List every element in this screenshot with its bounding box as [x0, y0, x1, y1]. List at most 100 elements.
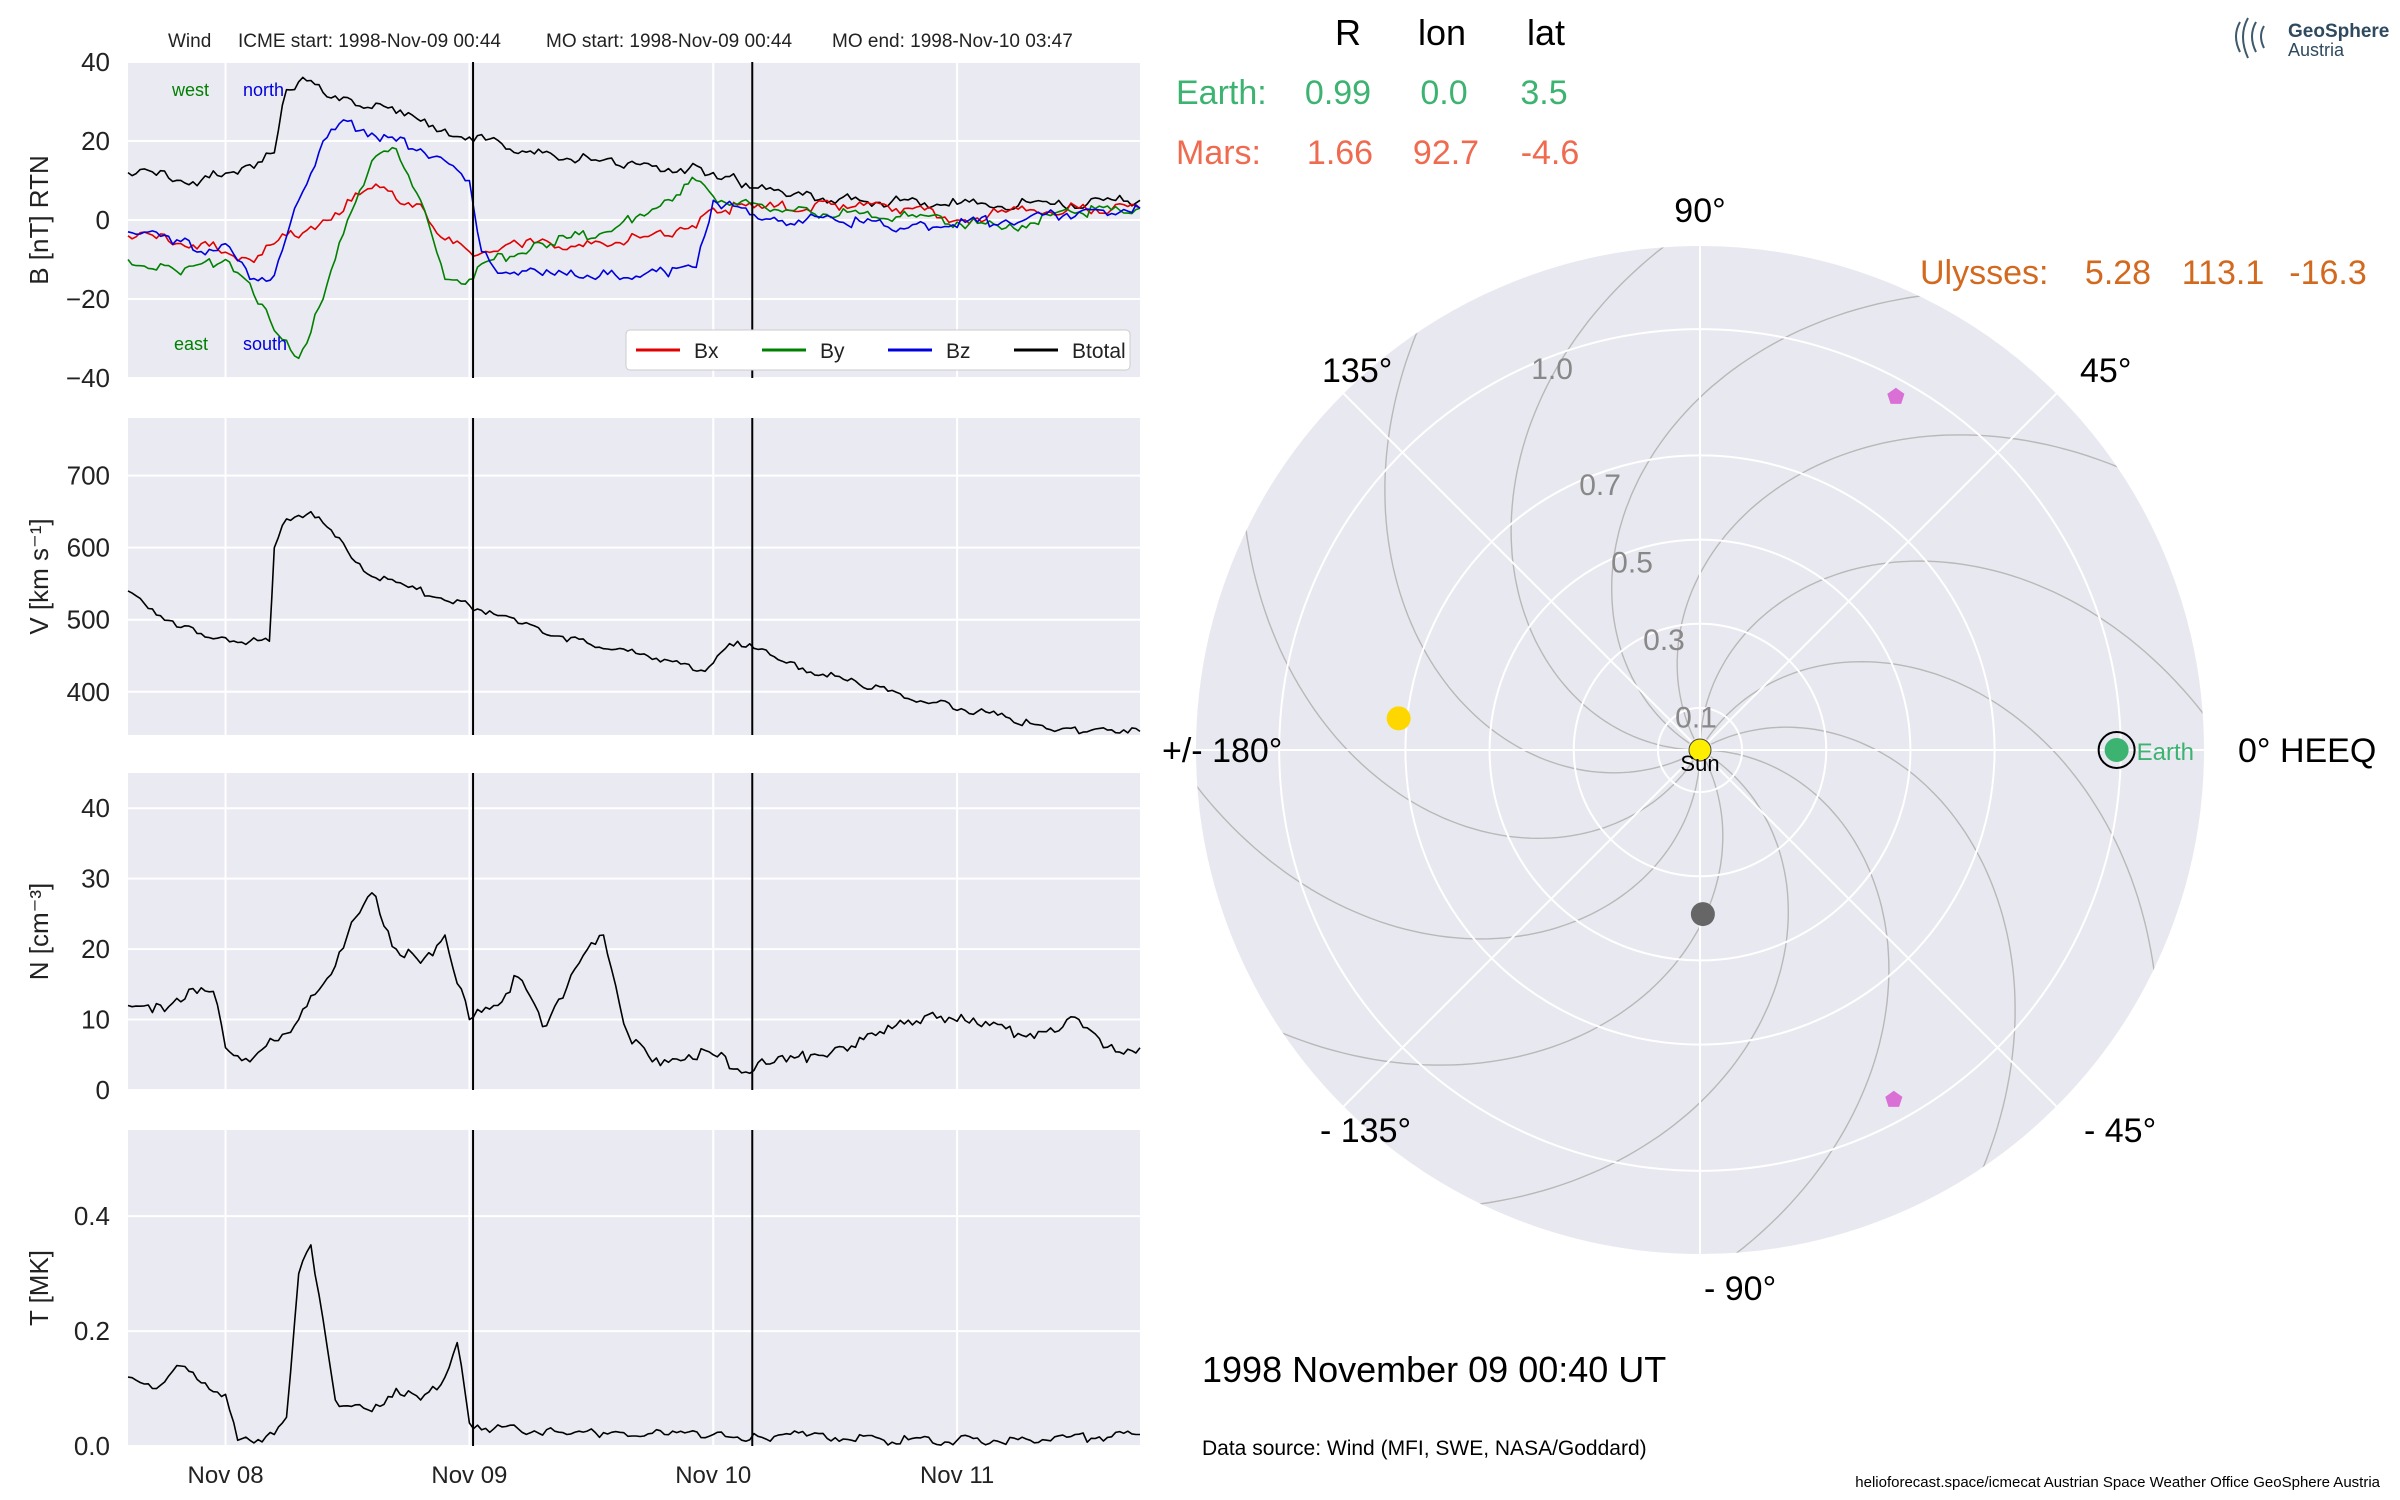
angle-label-am135: - 135°	[1320, 1112, 1411, 1150]
timestamp: 1998 November 09 00:40 UT	[1202, 1349, 1666, 1390]
col-header-lat: lat	[1527, 12, 1565, 53]
series-line-btotal	[127, 76, 1141, 211]
ulysses-row-label: Ulysses:	[1920, 254, 2048, 292]
y-tick-label: 0	[96, 1075, 110, 1105]
legend-label-by: By	[820, 340, 845, 363]
angle-label-a180: +/- 180°	[1162, 732, 1282, 770]
sun-label: Sun	[1680, 751, 1719, 776]
y-axis-label: T [MK]	[24, 1250, 54, 1326]
parker-spiral-line	[1699, 560, 2205, 738]
radial-tick-label: 0.5	[1611, 546, 1653, 579]
series-line-data	[127, 892, 1141, 1075]
panel-1: 40 20 0 −20 −40 B [nT] RTN Bx By Bz Btotal	[24, 47, 1141, 393]
earth-row-lon: 0.0	[1420, 74, 1467, 112]
earth-row-r: 0.99	[1305, 74, 1371, 112]
probe-marker-south	[1885, 1090, 1903, 1107]
series-line-by	[127, 146, 1141, 360]
y-tick-label: 600	[67, 533, 110, 563]
y-tick-label: 20	[81, 126, 110, 156]
mars-row-lon: 92.7	[1413, 134, 1479, 172]
mercury-marker	[1690, 902, 1715, 927]
mars-row-r: 1.66	[1307, 134, 1373, 172]
parker-spiral-line	[1510, 245, 1688, 751]
angle-label-a135: 135°	[1322, 352, 1392, 390]
x-tick-label: Nov 11	[920, 1462, 994, 1489]
y-axis-label: V [km s⁻¹]	[24, 518, 54, 634]
col-header-r: R	[1335, 12, 1361, 53]
data-source: Data source: Wind (MFI, SWE, NASA/Goddar…	[1202, 1437, 1647, 1460]
parker-spiral-line	[1706, 660, 2155, 972]
legend-label-bx: Bx	[694, 340, 719, 363]
parker-spiral-line	[1384, 331, 1690, 774]
ulysses-row-lat: -16.3	[2289, 254, 2367, 292]
radial-tick-label: 1.0	[1531, 353, 1573, 386]
parker-spiral-line	[1245, 528, 1694, 840]
series-line-data	[127, 1244, 1140, 1446]
y-tick-label: 20	[81, 934, 110, 964]
header-spacecraft: Wind	[168, 31, 211, 52]
panel-3: 40 30 20 10 0 N [cm⁻³]	[24, 773, 1141, 1105]
angle-label-a45: 45°	[2080, 352, 2131, 390]
radial-tick-label: 0.1	[1675, 701, 1717, 734]
y-tick-label: 0.4	[74, 1201, 110, 1231]
series-line-data	[127, 510, 1141, 735]
polar-ring-grid	[1572, 622, 1828, 878]
y-tick-label: −20	[66, 284, 110, 314]
angle-label-a90: 90°	[1674, 192, 1725, 230]
y-tick-label: 700	[67, 461, 110, 491]
legend: Bx By Bz Btotal	[625, 329, 1131, 371]
earth-label: Earth	[2137, 739, 2194, 766]
ulysses-row-r: 5.28	[2085, 254, 2151, 292]
timeseries-panels: 40 20 0 −20 −40 B [nT] RTN Bx By Bz Btotal 700 600 5…	[24, 47, 1141, 1489]
parker-spiral-line	[1676, 434, 2119, 740]
position-table: R lon lat Earth: 0.99 0.0 3.5 Mars: 1.66…	[1176, 12, 2367, 292]
ulysses-row-lon: 113.1	[2182, 254, 2265, 292]
y-tick-label: 500	[67, 605, 110, 635]
y-tick-label: 30	[81, 864, 110, 894]
panel-2: 700 600 500 400 V [km s⁻¹]	[24, 418, 1141, 735]
panel-4: 0.4 0.2 0.0 T [MK] Nov 08 Nov 09 Nov 10 Nov 11	[24, 1130, 1140, 1489]
parker-spiral-line	[1478, 756, 1790, 1205]
logo-swirl-icon	[2235, 17, 2265, 59]
legend-label-bz: Bz	[946, 340, 971, 363]
annotation-east: east	[174, 334, 208, 354]
annotation-south: south	[243, 334, 287, 354]
venus-marker	[1386, 706, 1411, 731]
y-axis-label: N [cm⁻³]	[24, 883, 54, 981]
y-tick-label: 0.2	[74, 1316, 110, 1346]
polar-ring-grid	[1404, 454, 1996, 1046]
logo-line2: Austria	[2288, 40, 2345, 60]
panel-background	[128, 418, 1140, 735]
earth-ring	[2097, 731, 2136, 769]
mars-row-label: Mars:	[1176, 134, 1261, 172]
x-tick-label: Nov 10	[675, 1462, 751, 1489]
angle-label-a0: 0° HEEQ	[2238, 732, 2376, 770]
parker-spiral-line	[1195, 762, 1701, 940]
earth-marker	[2104, 738, 2129, 762]
radial-tick-label: 0.7	[1579, 469, 1621, 502]
radial-tick-label: 0.3	[1643, 624, 1685, 657]
header-mo-start: MO start: 1998-Nov-09 00:44	[546, 31, 792, 52]
header-icme-start: ICME start: 1998-Nov-09 00:44	[238, 31, 501, 52]
y-tick-label: 0	[96, 205, 110, 235]
annotation-north: north	[243, 80, 284, 100]
annotation-west: west	[171, 80, 209, 100]
y-tick-label: 10	[81, 1005, 110, 1035]
probe-marker-north	[1887, 387, 1905, 404]
parker-spiral-line	[1712, 749, 1890, 1255]
panel-background	[128, 773, 1140, 1090]
y-tick-label: 40	[81, 793, 110, 823]
earth-row-lat: 3.5	[1520, 74, 1567, 112]
y-axis-label: B [nT] RTN	[24, 155, 54, 285]
panel-background	[128, 1130, 1140, 1446]
parker-spirals	[1195, 245, 2205, 1255]
x-tick-label: Nov 08	[188, 1462, 264, 1489]
earth-row-label: Earth:	[1176, 74, 1267, 112]
legend-label-btotal: Btotal	[1072, 340, 1126, 363]
legend-box	[625, 329, 1131, 371]
parker-spiral-line	[1281, 760, 1724, 1066]
x-tick-label: Nov 09	[431, 1462, 507, 1489]
y-tick-label: 400	[67, 677, 110, 707]
polar-outer-ring	[1194, 244, 2206, 1256]
